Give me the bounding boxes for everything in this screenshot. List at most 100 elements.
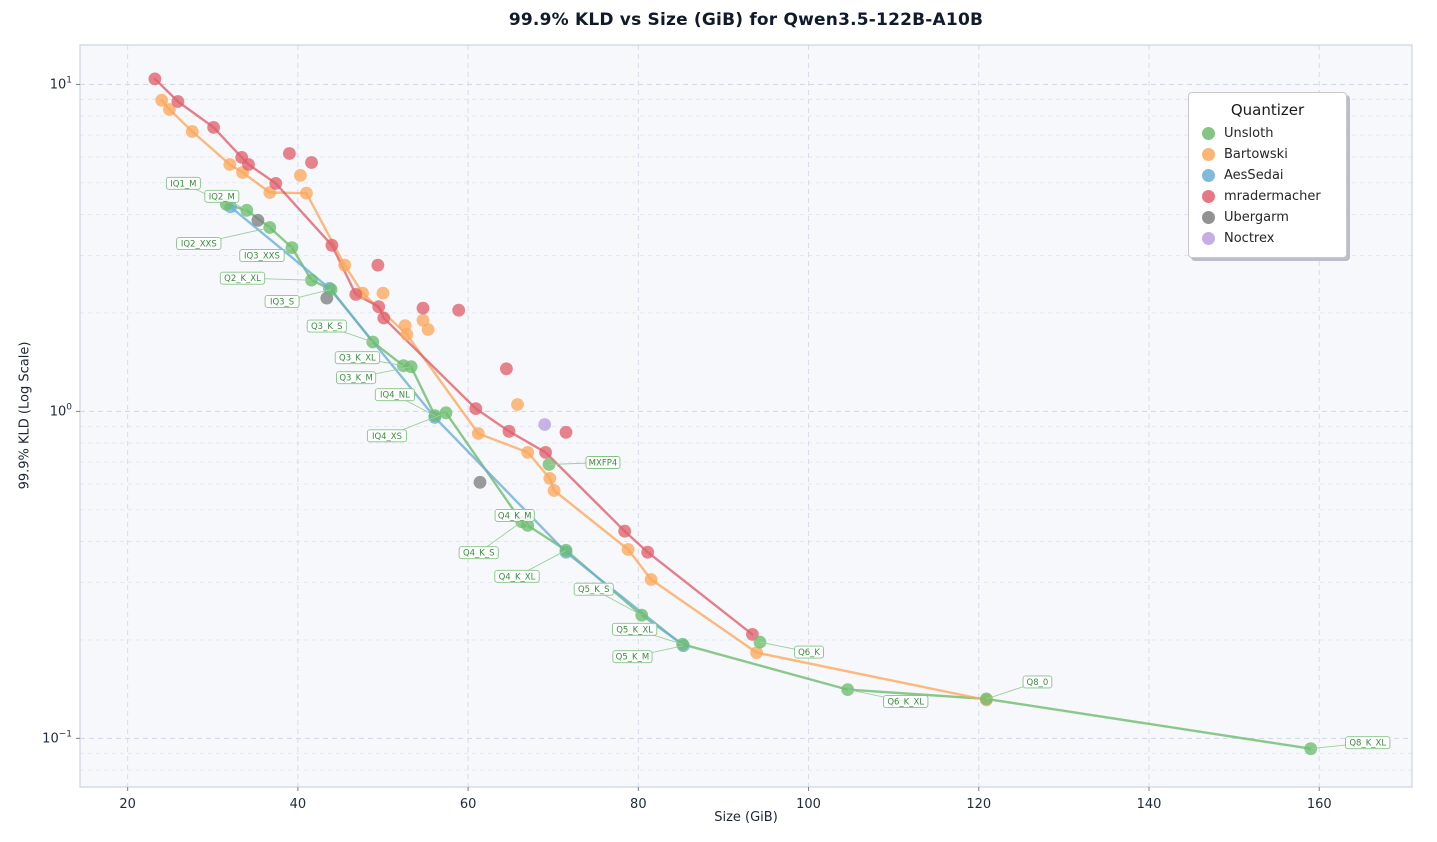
annotation-text: Q5_K_S [578,585,610,595]
data-point-mradermacher [618,524,632,538]
annotation-Q6_K_XL: Q6_K_XL [883,695,929,709]
y-tick-label: 101 [50,75,72,92]
legend-item-mradermacher: mradermacher [1199,186,1336,207]
data-point-mradermacher [349,288,363,301]
annotation-box [1022,675,1053,689]
annotation-box [334,351,381,365]
data-point-Unsloth [439,406,453,420]
annotation-IQ4_NL: IQ4_NL [374,388,415,402]
data-point-mradermacher [269,177,283,190]
annotation-text: IQ1_M [170,179,196,189]
annotation-Q6_K: Q6_K [794,645,824,659]
legend-title: Quantizer [1230,101,1305,119]
data-point-mradermacher [242,158,255,171]
annotation-box [374,388,415,402]
annotation-box [336,371,377,385]
data-point-mradermacher [452,303,466,317]
annotation-text: Q8_0 [1027,678,1049,688]
data-point-mradermacher [305,156,318,169]
data-point-Bartowski [471,427,485,440]
data-point-Ubergarm [473,475,487,489]
data-point-mradermacher [283,147,296,160]
legend-swatch-icon [1202,127,1215,140]
legend-item-AesSedai: AesSedai [1199,165,1336,186]
annotation-Q4_K_XL: Q4_K_XL [494,569,540,583]
x-axis-title: Size (GiB) [714,810,778,825]
annotation-text: Q3_K_S [311,322,343,332]
annotation-text: Q5_K_XL [616,625,653,635]
data-point-mradermacher [148,72,162,86]
data-point-mradermacher [502,424,516,438]
annotation-text: IQ4_NL [380,391,410,401]
x-tick-label: 60 [460,797,477,812]
data-point-Bartowski [185,125,199,138]
data-point-Unsloth [753,635,767,649]
plot-border [79,44,1413,788]
data-point-mradermacher [416,301,430,315]
data-point-Unsloth [841,683,855,696]
annotation-IQ3_XXS: IQ3_XXS [239,249,285,263]
data-point-Bartowski [294,169,307,182]
data-point-Unsloth [559,543,573,557]
x-tick-label: 160 [1307,797,1332,812]
data-point-Bartowski [421,323,435,336]
annotation-box [165,176,201,190]
legend-swatch-icon [1202,190,1215,203]
annotation-text: IQ3_S [270,297,294,307]
series-line-mradermacher [153,77,754,636]
annotation-Q3_K_M: Q3_K_M [336,371,377,385]
legend: Quantizer Unsloth Bartowski AesSedai mrader… [1188,92,1347,258]
annotation-IQ4_XS: IQ4_XS [366,429,408,443]
annotation-box [219,271,266,285]
annotation-box [883,695,929,709]
annotation-box [794,645,824,659]
data-point-Bartowski [750,646,763,659]
annotation-Q2_K_XL: Q2_K_XL [219,271,266,285]
annotation-box [494,569,540,583]
annotation-IQ3_S: IQ3_S [264,295,300,308]
annotation-text: Q4_K_S [463,549,495,559]
data-point-Bartowski [398,319,412,332]
annotation-box [176,237,222,250]
annotation-text: Q3_K_XL [339,354,376,364]
legend-item-Noctrex: Noctrex [1199,228,1336,249]
legend-item-Ubergarm: Ubergarm [1199,207,1336,228]
annotation-text: Q4_K_XL [499,572,536,582]
legend-item-Unsloth: Unsloth [1199,123,1336,144]
data-point-mradermacher [500,362,513,376]
data-point-Bartowski [163,103,176,116]
x-tick-label: 140 [1137,797,1162,812]
annotation-text: Q6_K [798,648,820,658]
legend-item-label: AesSedai [1224,168,1284,183]
data-point-Unsloth [404,360,418,374]
annotation-text: Q4_K_M [498,511,532,521]
annotation-text: Q8_K_XL [1349,739,1386,749]
data-point-Bartowski [521,446,535,459]
annotation-box [585,456,621,469]
annotation-IQ2_M: IQ2_M [204,189,240,203]
annotation-IQ2_XXS: IQ2_XXS [176,237,222,250]
annotation-box [306,319,347,333]
legend-swatch-icon [1202,169,1215,182]
data-point-Bartowski [547,484,561,497]
data-point-mradermacher [469,402,483,415]
annotation-box [1345,736,1391,750]
annotation-box [264,295,300,308]
annotation-text: IQ4_XS [372,432,402,442]
legend-swatch-icon [1202,211,1215,224]
annotation-text: Q6_K_XL [887,698,924,708]
legend-item-label: Noctrex [1224,231,1275,246]
annotation-Q8_0: Q8_0 [1022,675,1053,689]
annotation-box [204,189,240,203]
data-point-Bartowski [621,543,635,556]
annotation-Q3_K_XL: Q3_K_XL [334,351,381,365]
data-point-Bartowski [644,573,658,586]
data-point-Bartowski [263,186,277,199]
annotation-text: IQ2_XXS [181,240,217,250]
annotation-box [494,508,535,522]
annotation-box [611,622,658,636]
y-axis-title: 99.9% KLD (Log Scale) [17,341,33,490]
annotation-Q5_K_M: Q5_K_M [612,650,653,664]
annotation-IQ1_M: IQ1_M [165,176,201,190]
